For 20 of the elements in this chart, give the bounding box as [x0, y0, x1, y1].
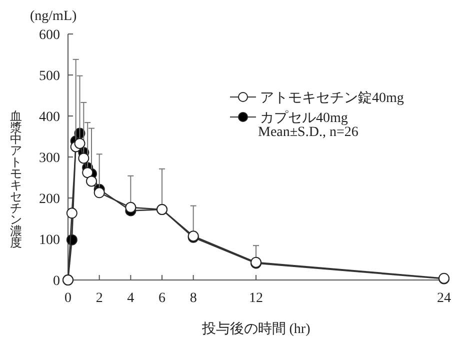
x-tick-label: 6: [158, 291, 166, 306]
x-tick-label: 2: [96, 291, 103, 306]
text: 血漿中アトモキセチン濃度: [10, 109, 22, 250]
text: (ng/mL): [30, 9, 77, 24]
y-tick-label: 600: [39, 28, 60, 43]
x-tick-label: 4: [127, 291, 134, 306]
legend-label: アトモキセチン錠40mg: [260, 90, 404, 106]
y-tick-label: 400: [39, 110, 60, 125]
legend-label: カプセル40mg: [260, 110, 348, 126]
y-tick-label: 300: [39, 151, 60, 166]
y-tick-label: 0: [53, 274, 60, 289]
y-tick-label: 100: [39, 233, 60, 248]
x-tick-label: 8: [190, 291, 197, 306]
x-axis-title: 投与後の時間 (hr): [200, 321, 311, 337]
y-tick-label: 500: [39, 69, 60, 84]
x-tick-label: 24: [437, 291, 451, 306]
y-tick-label: 200: [39, 192, 60, 207]
annotation: Mean±S.D., n=26: [258, 125, 358, 140]
x-tick-label: 0: [64, 291, 72, 306]
x-tick-label: 12: [249, 291, 263, 306]
